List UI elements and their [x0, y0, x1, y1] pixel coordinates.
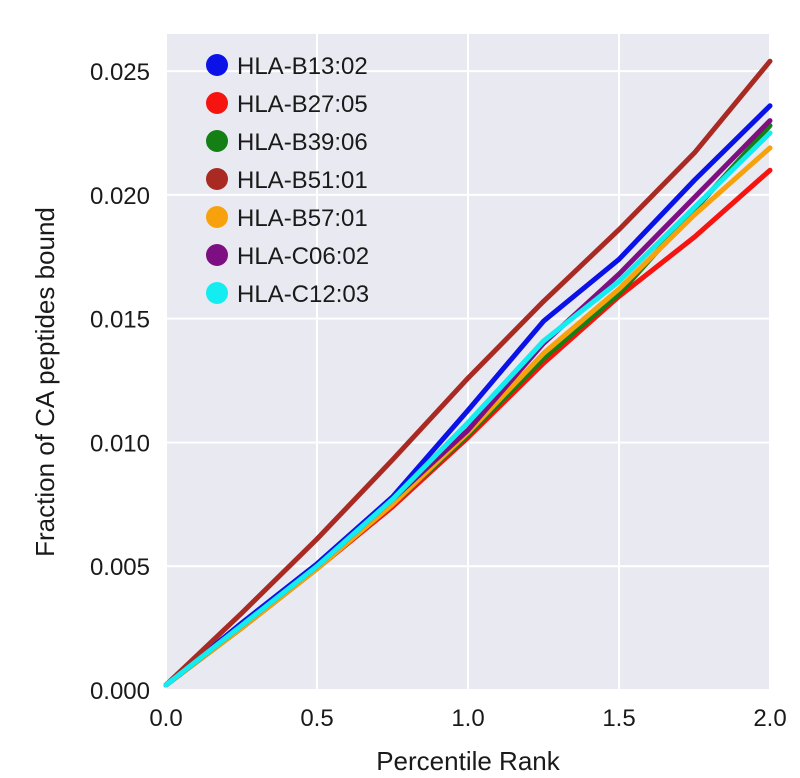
legend-label: HLA-B13:02: [237, 53, 368, 80]
x-tick-label: 1.5: [602, 705, 635, 732]
legend-item: HLA-B39:06: [206, 129, 368, 156]
y-tick-label: 0.020: [90, 183, 150, 210]
y-axis-title: Fraction of CA peptides bound: [30, 207, 60, 557]
grid-lines: [165, 34, 771, 691]
y-tick-label: 0.010: [90, 430, 150, 457]
legend-label: HLA-B57:01: [237, 205, 368, 232]
x-tick-label: 1.0: [451, 705, 484, 732]
x-axis-ticks: 0.0 0.5 1.0 1.5 2.0: [149, 705, 786, 732]
x-tick-label: 0.5: [300, 705, 333, 732]
x-axis-title: Percentile Rank: [376, 746, 561, 773]
legend-item: HLA-C06:02: [206, 243, 369, 270]
legend-marker: [206, 130, 228, 152]
series-line-hla-c12-03: [163, 130, 773, 688]
legend-marker: [206, 282, 228, 304]
series-line-hla-b51-01: [163, 58, 773, 688]
x-tick-label: 2.0: [753, 705, 786, 732]
legend-label: HLA-B27:05: [237, 91, 368, 118]
legend-label: HLA-B39:06: [237, 129, 368, 156]
legend-label: HLA-C12:03: [237, 281, 369, 308]
legend-marker: [206, 168, 228, 190]
legend-label: HLA-B51:01: [237, 167, 368, 194]
legend: HLA-B13:02 HLA-B27:05 HLA-B39:06 HLA-B51:01…: [206, 53, 369, 308]
y-tick-label: 0.025: [90, 59, 150, 86]
legend-item: HLA-B13:02: [206, 53, 368, 80]
legend-marker: [206, 54, 228, 76]
legend-marker: [206, 244, 228, 266]
legend-label: HLA-C06:02: [237, 243, 369, 270]
legend-item: HLA-B51:01: [206, 167, 368, 194]
legend-item: HLA-B27:05: [206, 91, 368, 118]
legend-item: HLA-C12:03: [206, 281, 369, 308]
y-tick-label: 0.000: [90, 678, 150, 705]
legend-marker: [206, 206, 228, 228]
y-axis-ticks: 0.000 0.005 0.010 0.015 0.020 0.025: [90, 59, 150, 705]
series-lines: [163, 58, 773, 688]
y-tick-label: 0.005: [90, 554, 150, 581]
legend-marker: [206, 92, 228, 114]
legend-item: HLA-B57:01: [206, 205, 368, 232]
y-tick-label: 0.015: [90, 307, 150, 334]
x-tick-label: 0.0: [149, 705, 182, 732]
